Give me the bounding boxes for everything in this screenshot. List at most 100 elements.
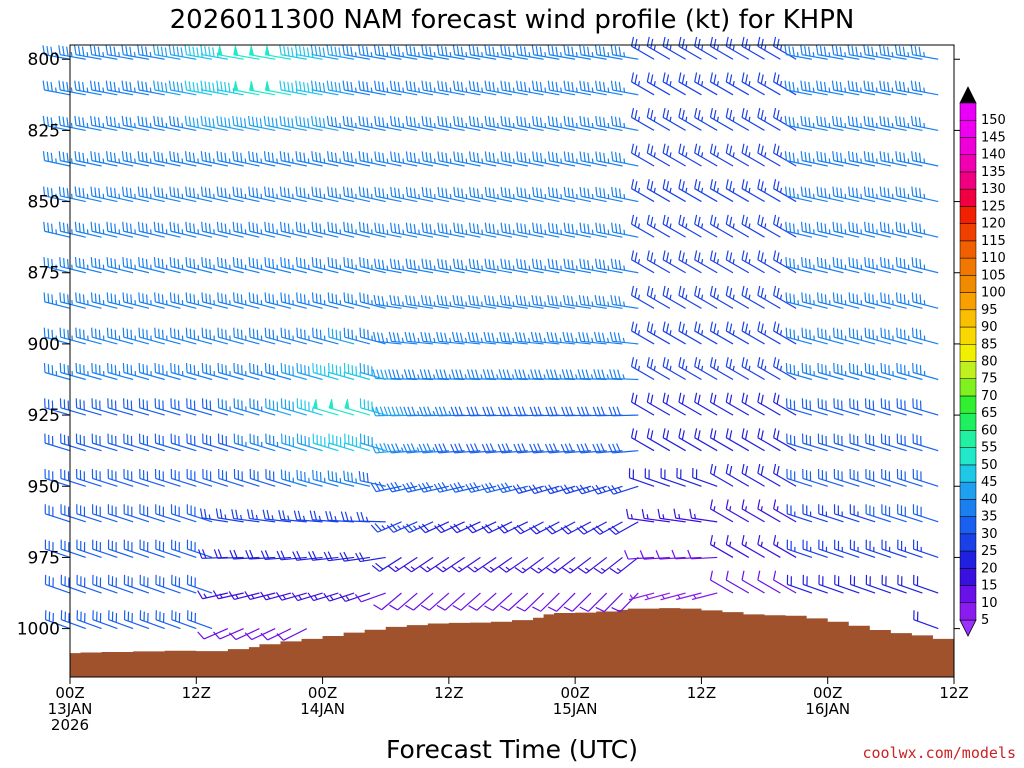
wind-barb — [530, 369, 560, 381]
wind-barb — [216, 115, 244, 131]
colorbar-swatch — [959, 585, 977, 604]
wind-barb — [312, 399, 339, 416]
wind-barb — [280, 292, 307, 309]
wind-barb — [123, 433, 150, 452]
wind-barb — [897, 504, 923, 523]
wind-barb — [343, 292, 371, 309]
wind-barb — [185, 327, 213, 345]
wind-barb — [466, 443, 497, 454]
wind-barb — [784, 115, 813, 131]
wind-barb — [138, 433, 165, 452]
wind-barb — [389, 80, 418, 96]
wind-barb — [785, 221, 813, 238]
wind-barb — [453, 186, 481, 203]
colorbar-min-arrow — [959, 619, 977, 637]
plot-frame — [69, 44, 955, 678]
wind-barb — [373, 295, 402, 309]
wind-barb — [248, 327, 276, 345]
wind-barb — [91, 468, 118, 487]
wind-barb — [662, 321, 686, 345]
wind-barb — [741, 285, 765, 309]
wind-barb — [197, 590, 228, 600]
wind-barb — [563, 186, 592, 203]
wind-barb — [834, 574, 860, 594]
wind-barb — [624, 550, 655, 560]
colorbar-label: 80 — [981, 355, 998, 370]
wind-barb — [560, 443, 591, 454]
wind-barb — [90, 115, 118, 131]
wind-barb — [630, 179, 655, 203]
wind-barb — [43, 292, 71, 309]
wind-barb — [107, 504, 134, 523]
wind-barb — [610, 258, 639, 274]
wind-barb — [785, 292, 813, 309]
colorbar-swatch — [959, 119, 977, 138]
wind-barb — [452, 258, 481, 274]
wind-barb — [292, 550, 323, 561]
wind-barb — [281, 433, 307, 452]
wind-barb — [879, 80, 907, 96]
wind-barb — [709, 463, 734, 487]
terrain-area — [70, 608, 954, 677]
wind-barb — [692, 468, 718, 487]
wind-barb — [864, 257, 891, 274]
wind-barb — [773, 535, 797, 558]
wind-barb — [484, 295, 513, 309]
wind-barb — [280, 362, 307, 381]
wind-barb — [216, 151, 244, 167]
wind-barb — [709, 107, 734, 131]
wind-barb — [58, 115, 86, 131]
wind-barb — [484, 151, 513, 167]
wind-barb — [912, 468, 939, 487]
wind-barb — [293, 510, 323, 523]
wind-barb — [709, 72, 734, 96]
wind-barb — [217, 45, 244, 60]
wind-barb — [608, 521, 639, 536]
wind-barb — [468, 80, 497, 96]
wind-barb — [58, 45, 86, 60]
wind-barb — [864, 362, 892, 381]
wind-barb — [481, 521, 513, 534]
wind-barb — [725, 535, 750, 558]
wind-barb — [105, 115, 134, 131]
wind-barb — [90, 292, 118, 309]
wind-barb — [325, 510, 355, 523]
wind-barb — [245, 549, 276, 560]
wind-barb — [248, 292, 276, 309]
wind-barb — [547, 151, 576, 167]
wind-barb — [662, 285, 686, 309]
colorbar-label: 5 — [981, 613, 989, 628]
wind-barb — [91, 327, 118, 345]
wind-barb — [576, 443, 607, 454]
wind-barb — [42, 115, 71, 131]
colorbar-swatch — [959, 412, 977, 431]
wind-barb — [864, 292, 892, 309]
wind-barb — [44, 504, 71, 523]
wind-barb — [895, 221, 923, 238]
x-axis-label: Forecast Time (UTC) — [386, 735, 638, 764]
wind-barb — [484, 115, 513, 131]
wind-barb — [296, 433, 323, 452]
wind-barb — [437, 151, 465, 167]
wind-barb — [44, 468, 71, 487]
wind-barb — [833, 398, 860, 416]
wind-barb — [865, 468, 892, 487]
wind-barb — [75, 433, 102, 452]
wind-barb — [452, 592, 481, 611]
wind-barb — [678, 285, 702, 309]
y-tick-label: 825 — [28, 121, 60, 141]
wind-barb — [137, 186, 165, 203]
wind-barb — [374, 80, 402, 96]
wind-barb — [592, 521, 623, 535]
x-tick-label: 15JAN — [553, 700, 598, 718]
wind-barb — [327, 151, 355, 167]
wind-barb — [646, 72, 671, 96]
wind-barb — [817, 433, 844, 452]
wind-barb — [450, 443, 481, 454]
wind-barb — [547, 115, 576, 131]
wind-barb — [662, 392, 686, 416]
wind-barb — [280, 469, 307, 487]
wind-barb — [500, 45, 528, 60]
wind-barb — [709, 570, 734, 594]
wind-barb — [741, 321, 765, 345]
